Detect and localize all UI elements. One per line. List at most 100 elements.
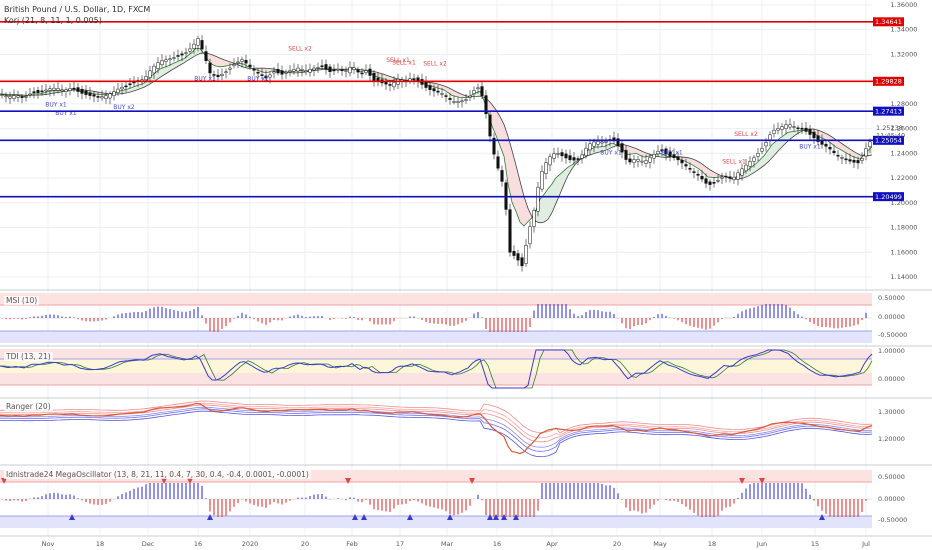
candle-body [604, 141, 608, 143]
mega-buy-marker [361, 514, 367, 520]
candle-body [148, 70, 152, 78]
candle-body [232, 64, 236, 67]
cloud-segment [612, 142, 616, 148]
candle-body [196, 38, 200, 46]
mega-buy-marker [819, 514, 825, 520]
candle-body [316, 67, 320, 69]
candle-body [436, 90, 440, 93]
candle-body [120, 86, 124, 90]
candle-body [104, 95, 108, 99]
candle-body [300, 69, 304, 71]
candle-body [672, 154, 676, 158]
candle-body [284, 72, 288, 74]
tdi-axis-label: 1.00000 [878, 347, 905, 355]
candle-body [636, 158, 640, 162]
candle-body [160, 60, 164, 65]
time-tick-label: Apr [546, 540, 558, 548]
candle-body [16, 95, 20, 98]
candle-body [336, 69, 340, 71]
level-tag-bg [873, 76, 904, 86]
msi-oversold-zone [0, 331, 872, 343]
candle-body [364, 70, 368, 73]
signal-label: BUY x1 [55, 110, 77, 117]
msi-overbought-zone [0, 293, 872, 305]
price-tick-label: 1.28000 [891, 100, 918, 108]
price-tick-label: 1.14000 [891, 273, 918, 281]
candle-body [276, 69, 280, 74]
cloud-segment [444, 85, 448, 93]
cloud-segment [504, 124, 508, 184]
candle-body [456, 101, 460, 103]
mega-sell-marker [759, 478, 765, 484]
candle-body [592, 141, 596, 147]
candle-body [752, 157, 756, 162]
candle-body [188, 48, 192, 52]
countdown-label: 11:45:40 [876, 132, 905, 140]
candle-body [584, 147, 588, 156]
ranger-panel-label: Ranger (20) [4, 402, 53, 411]
candle-body [744, 164, 748, 172]
price-tick-label: 1.22000 [891, 174, 918, 182]
signal-label: SELL x1 [386, 57, 410, 64]
ranger-band [0, 402, 873, 439]
candle-body [240, 59, 244, 62]
mega-axis-label: 0.50000 [878, 473, 905, 481]
cloud-segment [712, 170, 716, 178]
candle-body [128, 83, 132, 86]
candle-body [444, 95, 448, 97]
mega-buy-marker [207, 514, 213, 520]
level-tag-text: 1.27413 [875, 107, 902, 115]
candle-body [440, 93, 444, 95]
candle-body [32, 91, 36, 94]
candle-body [792, 126, 796, 128]
candle-body [772, 129, 776, 134]
time-tick-label: Feb [346, 540, 358, 548]
candle-body [856, 160, 860, 164]
candle-body [624, 150, 628, 160]
cloud-segment [824, 132, 828, 141]
candle-body [256, 71, 260, 74]
candle-body [728, 176, 732, 179]
candle-body [780, 126, 784, 130]
cloud-segment [224, 59, 228, 67]
candle-body [24, 96, 28, 98]
time-tick-label: 16 [493, 540, 501, 548]
candle-body [224, 71, 228, 74]
candle-body [48, 88, 52, 91]
cloud-segment [856, 152, 860, 160]
candle-body [680, 159, 684, 164]
candle-body [732, 176, 736, 181]
candle-body [720, 176, 724, 179]
tdi-panel-label: TDI (13, 21) [4, 352, 53, 361]
time-tick-label: 18 [708, 540, 716, 548]
candle-body [152, 65, 156, 74]
candle-body [588, 143, 592, 151]
candle-body [528, 226, 532, 245]
candle-body [812, 131, 816, 139]
cloud-segment [628, 145, 632, 155]
candle-body [4, 95, 8, 98]
mega-sell-marker [1, 478, 7, 484]
candle-body [132, 81, 136, 84]
mega-buy-marker [69, 514, 75, 520]
candle-body [580, 154, 584, 159]
candle-body [44, 89, 48, 92]
time-tick-label: 2020 [242, 540, 259, 548]
candle-body [724, 175, 728, 178]
symbol-title: British Pound / U.S. Dollar, 1D, FXCM [4, 5, 151, 14]
candle-body [640, 160, 644, 163]
mega-sell-marker [739, 478, 745, 484]
candle-body [288, 70, 292, 73]
current-price-label: 1.25238 [876, 124, 903, 132]
candle-body [768, 134, 772, 141]
candle-body [216, 74, 220, 77]
candle-body [832, 150, 836, 153]
mega-sell-marker [469, 478, 475, 484]
candle-body [676, 156, 680, 161]
candle-body [784, 124, 788, 129]
candle-body [168, 58, 172, 61]
cloud-segment [564, 167, 568, 185]
signal-label: SELL x1 [392, 59, 416, 66]
candle-body [428, 85, 432, 90]
